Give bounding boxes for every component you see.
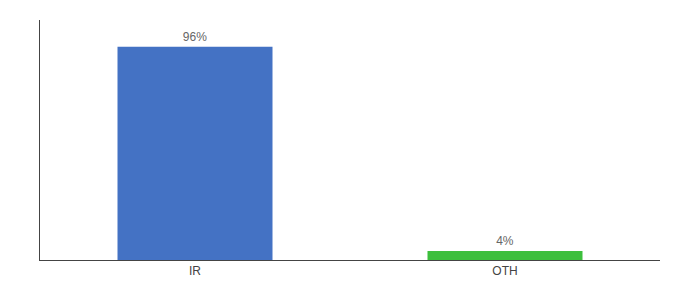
svg-text:4%: 4% bbox=[496, 234, 514, 248]
svg-text:96%: 96% bbox=[183, 30, 207, 44]
svg-text:OTH: OTH bbox=[492, 264, 517, 278]
svg-text:IR: IR bbox=[189, 264, 201, 278]
